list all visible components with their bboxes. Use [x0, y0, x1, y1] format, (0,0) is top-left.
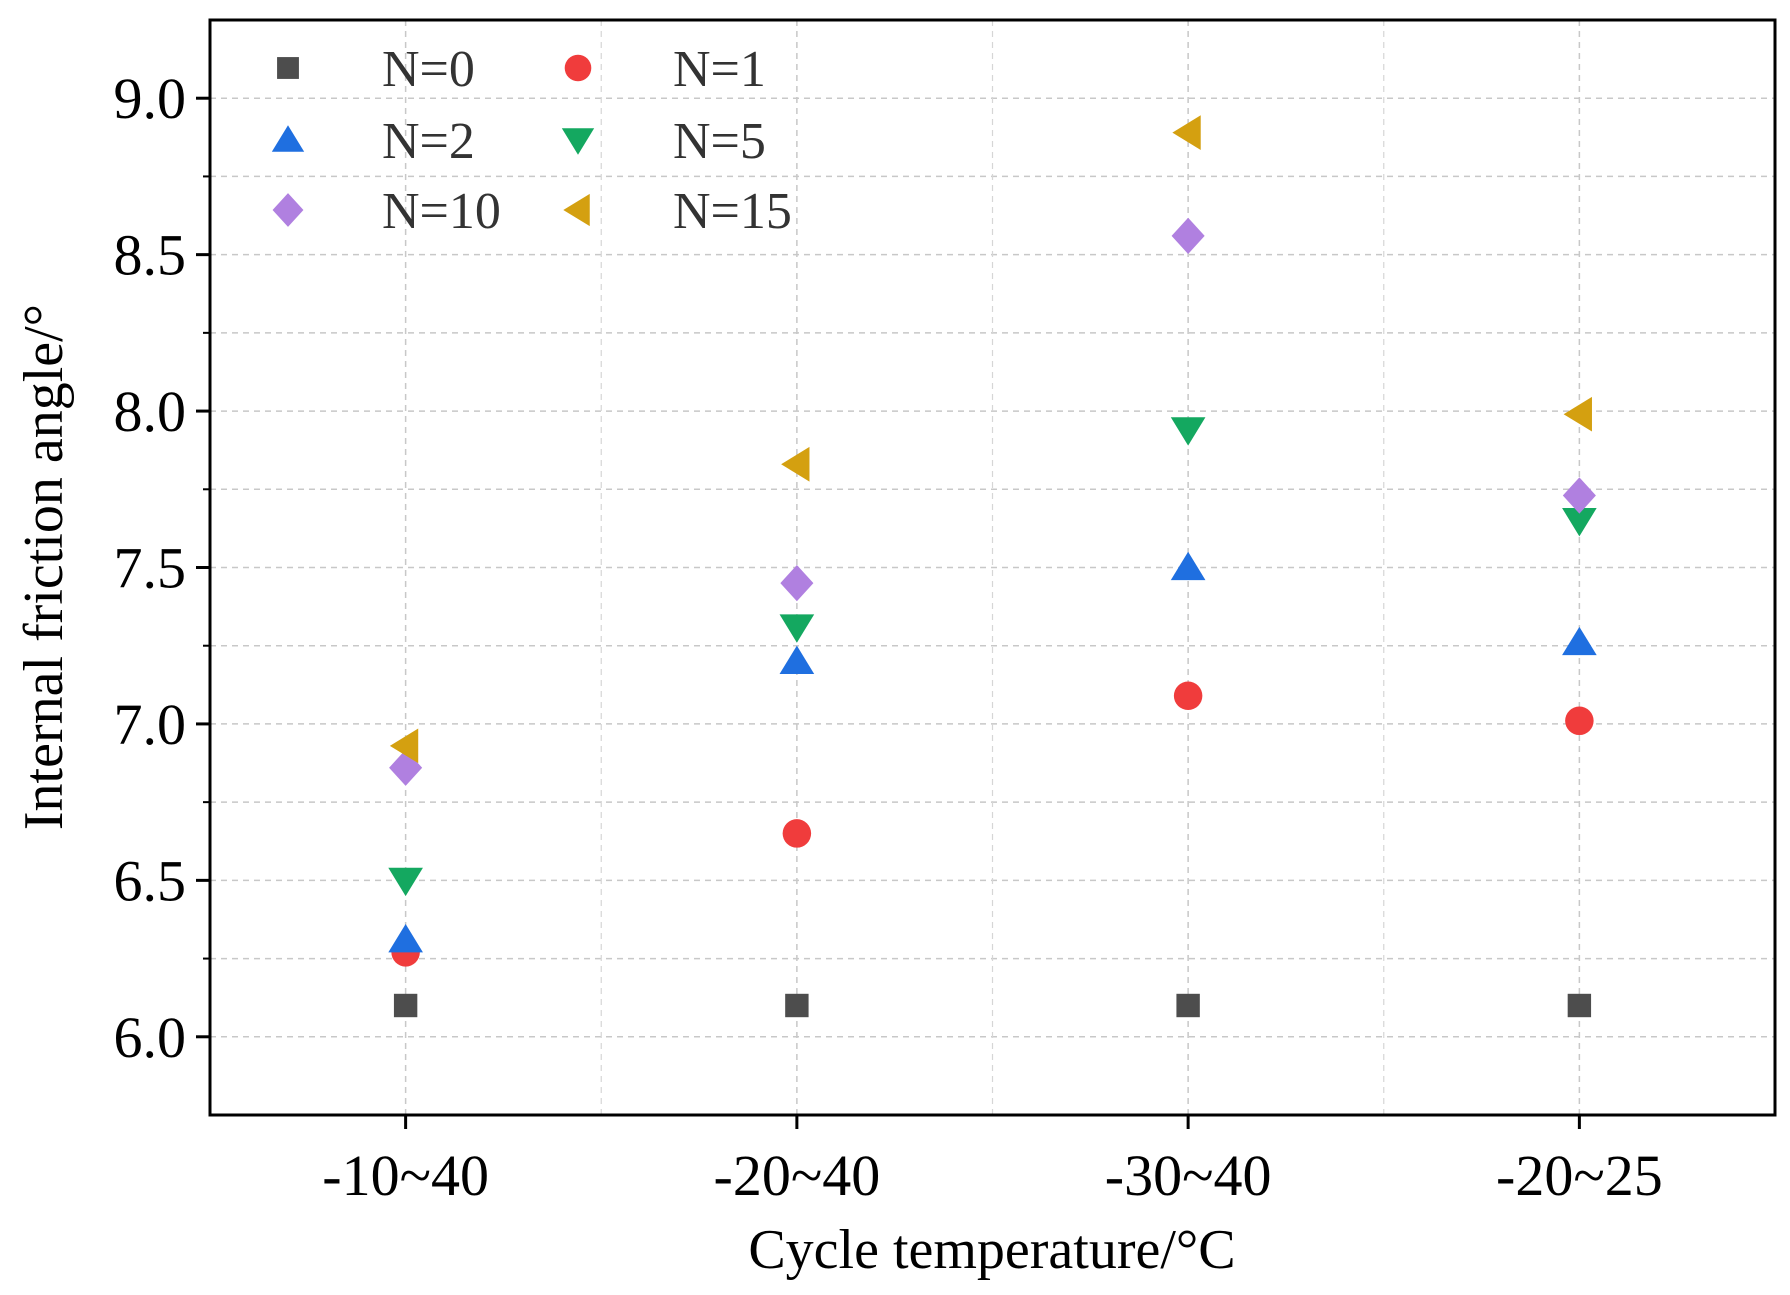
y-axis-title: Internal friction angle/° [13, 304, 75, 830]
grid-layer [210, 20, 1775, 1115]
tick-layer: 6.0 6.5 7.0 7.5 8.0 8.5 9.0 -10~40 -20~40 -30~40 -… [114, 66, 1663, 1208]
marker-n0 [1176, 993, 1200, 1018]
marker-n0 [785, 993, 809, 1018]
x-tick-label: -30~40 [1105, 1143, 1272, 1208]
y-tick-label: 7.0 [114, 692, 187, 757]
legend: N=0 N=1 N=2 N=5 N=10 N=15 [271, 41, 792, 240]
legend-marker-n5 [561, 128, 595, 155]
legend-label-n2: N=2 [382, 113, 475, 170]
y-tick-label: 8.0 [114, 379, 187, 444]
legend-marker-n15 [563, 193, 590, 227]
marker-n0 [1567, 993, 1592, 1018]
legend-marker-n1 [564, 54, 592, 82]
marker-n2 [388, 924, 423, 953]
marker-n2 [1562, 626, 1597, 656]
y-tick-label: 6.0 [114, 1005, 187, 1070]
marker-layer [388, 115, 1597, 1018]
marker-n10 [780, 565, 814, 602]
plot-frame [208, 18, 1777, 1117]
legend-marker-n0 [277, 57, 299, 79]
legend-label-n0: N=0 [382, 41, 475, 98]
marker-n1 [1173, 681, 1203, 711]
x-axis-title: Cycle temperature/°C [748, 1219, 1235, 1281]
marker-n15 [781, 446, 810, 482]
legend-label-n15: N=15 [673, 183, 792, 240]
marker-n2 [1170, 551, 1206, 581]
y-tick-label: 6.5 [114, 848, 187, 913]
marker-n10 [1562, 477, 1596, 514]
marker-n5 [1170, 417, 1206, 446]
y-tick-label: 8.5 [114, 223, 187, 288]
marker-n1 [782, 819, 812, 848]
legend-marker-n10 [272, 193, 304, 227]
x-tick-label: -10~40 [322, 1143, 489, 1208]
y-tick-label: 7.5 [114, 536, 187, 601]
marker-n5 [1562, 507, 1597, 537]
legend-marker-n2 [271, 125, 305, 152]
marker-n15 [1563, 396, 1592, 432]
marker-n15 [389, 728, 419, 764]
x-tick-label: -20~40 [714, 1143, 881, 1208]
legend-label-n10: N=10 [382, 183, 501, 240]
marker-n15 [1172, 115, 1201, 150]
y-tick-label: 9.0 [114, 66, 187, 131]
x-tick-label: -20~25 [1496, 1143, 1663, 1208]
marker-n5 [388, 867, 423, 897]
legend-label-n5: N=5 [673, 113, 766, 170]
legend-label-n1: N=1 [673, 41, 766, 98]
marker-n5 [779, 614, 815, 643]
marker-n0 [393, 993, 418, 1018]
marker-n2 [779, 645, 815, 674]
marker-n1 [1565, 706, 1594, 736]
marker-n10 [1171, 217, 1205, 254]
